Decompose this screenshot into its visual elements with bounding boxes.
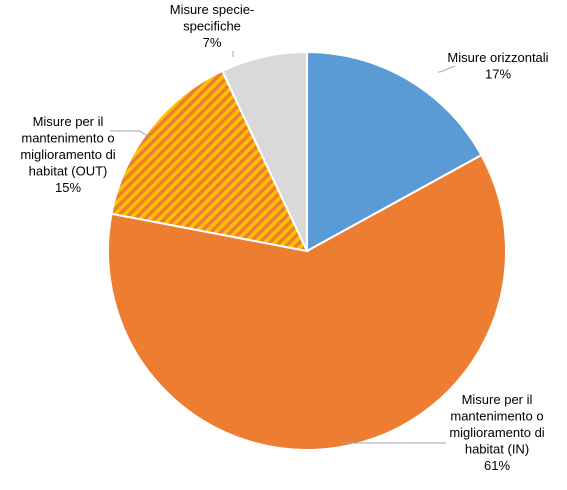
slice-label-line: miglioramento di — [449, 425, 544, 440]
slice-label-line: Misure per il — [462, 392, 533, 407]
pie-slice-1 — [306, 50, 483, 253]
slice-label-line: 7% — [203, 35, 222, 50]
slice-label-line: 17% — [485, 67, 511, 82]
labels-layer: Misure orizzontali 17% Misure per il manten… — [20, 2, 548, 473]
leader-lines-layer — [110, 51, 456, 444]
slice-label-1: Misure orizzontali 17% — [447, 50, 548, 82]
slice-label-line: 15% — [55, 180, 81, 195]
slice-label-line: Misure orizzontali — [447, 50, 548, 65]
leader-line-3 — [110, 130, 151, 139]
slice-label-line: habitat (IN) — [465, 442, 529, 457]
slice-label-line: 61% — [484, 458, 510, 473]
slice-label-line: Misure per il — [33, 114, 104, 129]
slice-label-line: Misure specie- — [170, 2, 255, 17]
slice-label-2: Misure per il mantenimento o miglioramento… — [449, 392, 544, 473]
pie-slice-4 — [220, 50, 308, 252]
slice-label-4: Misure specie-specifiche 7% — [170, 2, 255, 50]
slice-label-3: Misure per il mantenimento o miglioramento… — [20, 114, 115, 195]
slice-label-line: miglioramento di — [20, 147, 115, 162]
slice-label-line: mantenimento o — [450, 409, 543, 424]
slices-layer — [107, 50, 507, 451]
pie-slice-3 — [110, 69, 309, 253]
slice-label-line: mantenimento o — [21, 131, 114, 146]
slice-label-line: specifiche — [183, 19, 241, 34]
pie-slice-2 — [107, 153, 507, 451]
slice-label-line: habitat (OUT) — [29, 164, 108, 179]
leader-line-1 — [438, 65, 456, 73]
